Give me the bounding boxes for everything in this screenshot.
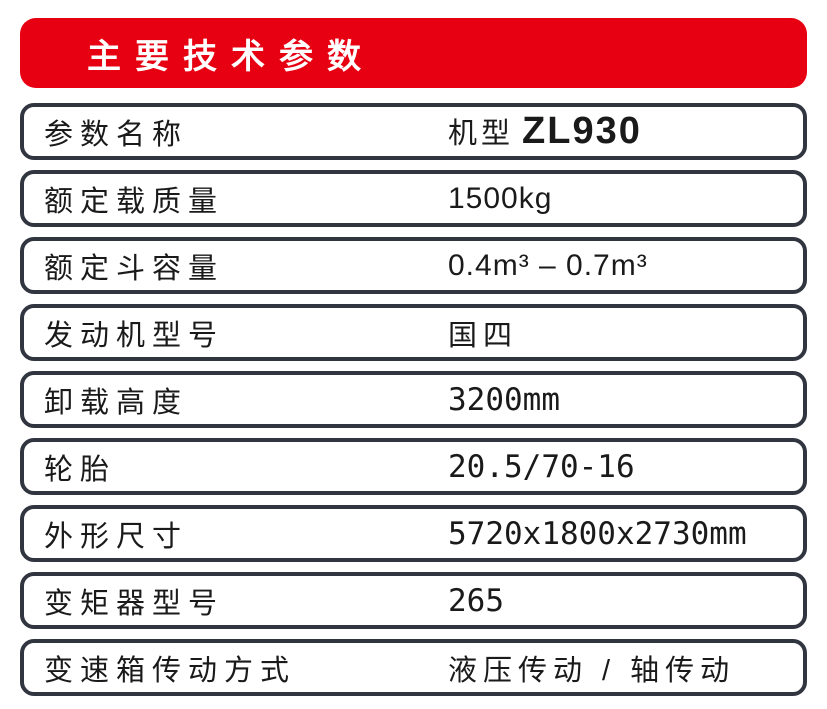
row-dump-height: 卸载高度 3200mm <box>20 371 807 428</box>
row-label: 额定载质量 <box>44 185 225 218</box>
row-label: 变速箱传动方式 <box>44 654 297 687</box>
row-label: 发动机型号 <box>44 319 225 352</box>
row-value: 265 <box>448 582 504 619</box>
row-label: 卸载高度 <box>44 386 189 419</box>
section-title: 主要技术参数 <box>87 37 375 76</box>
row-label: 轮胎 <box>44 453 117 486</box>
row-transmission-type: 变速箱传动方式 液压传动 / 轴传动 <box>20 639 807 696</box>
row-value: 1500kg <box>448 181 553 215</box>
row-label: 参数名称 <box>44 118 189 151</box>
row-engine-model: 发动机型号 国四 <box>20 304 807 361</box>
section-title-banner: 主要技术参数 <box>20 18 807 88</box>
row-value: 5720x1800x2730mm <box>448 515 747 552</box>
row-label: 额定斗容量 <box>44 252 225 285</box>
row-label: 外形尺寸 <box>44 520 189 553</box>
row-value: 20.5/70-16 <box>448 448 635 485</box>
row-tires: 轮胎 20.5/70-16 <box>20 438 807 495</box>
row-overall-dimensions: 外形尺寸 5720x1800x2730mm <box>20 505 807 562</box>
row-bucket-capacity: 额定斗容量 0.4m³ – 0.7m³ <box>20 237 807 294</box>
row-parameter-name: 参数名称 机型 ZL930 <box>20 103 807 160</box>
model-prefix: 机型 <box>448 118 515 150</box>
row-rated-load: 额定载质量 1500kg <box>20 170 807 227</box>
row-value: 国四 <box>448 319 519 352</box>
row-torque-converter: 变矩器型号 265 <box>20 572 807 629</box>
row-value: 液压传动 / 轴传动 <box>448 654 736 687</box>
model-name: ZL930 <box>522 110 642 152</box>
row-value: 3200mm <box>448 381 560 418</box>
row-label: 变矩器型号 <box>44 587 225 620</box>
row-value: 机型 ZL930 <box>448 110 642 153</box>
row-value: 0.4m³ – 0.7m³ <box>448 248 648 282</box>
